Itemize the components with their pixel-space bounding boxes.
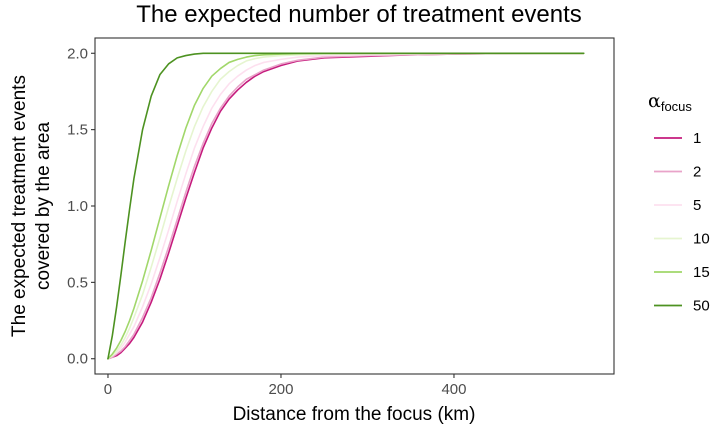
legend-label-2: 2 <box>693 164 701 181</box>
legend-title-subscript: focus <box>661 99 693 114</box>
legend-label-15: 15 <box>693 264 710 281</box>
y-axis: 0.0 0.5 1.0 1.5 2.0 <box>67 45 95 368</box>
legend-label-50: 50 <box>693 298 710 315</box>
legend-label-10: 10 <box>693 231 710 248</box>
x-axis: 0 200 400 <box>104 374 466 398</box>
series-layer <box>107 52 585 360</box>
chart-title: The expected number of treatment events <box>136 1 582 28</box>
legend-title-symbol: α <box>648 90 661 112</box>
plot-panel <box>94 37 615 375</box>
series-line-5 <box>107 52 585 360</box>
legend-items: 1 2 5 10 15 50 <box>654 130 710 315</box>
y-tick-label: 1.0 <box>67 198 88 215</box>
legend-label-1: 1 <box>693 130 701 147</box>
y-axis-title-line-1: The expected treatment events <box>9 75 30 337</box>
x-tick-label: 0 <box>104 381 112 398</box>
x-axis-title: Distance from the focus (km) <box>233 404 476 425</box>
legend-label-5: 5 <box>693 197 701 214</box>
y-tick-label: 0.0 <box>67 351 88 368</box>
legend: αfocus 1 2 5 10 15 50 <box>648 90 710 315</box>
y-tick-label: 0.5 <box>67 274 88 291</box>
x-tick-label: 400 <box>441 381 466 398</box>
series-line-50 <box>107 52 585 360</box>
y-axis-title-line-2: covered by the area <box>33 122 54 290</box>
x-tick-label: 200 <box>268 381 293 398</box>
legend-title: αfocus <box>648 90 692 114</box>
y-tick-label: 1.5 <box>67 122 88 139</box>
y-tick-label: 2.0 <box>67 45 88 62</box>
